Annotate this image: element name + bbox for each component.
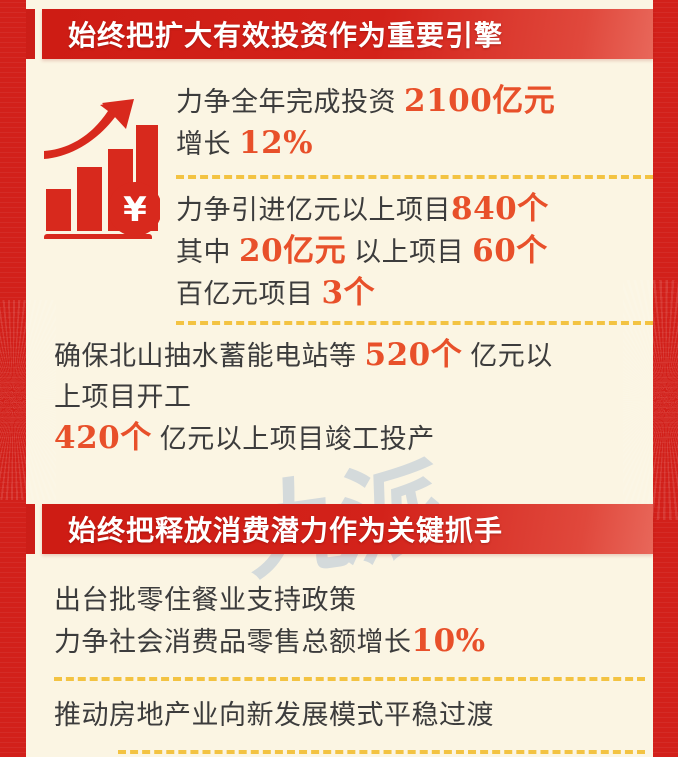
line: 增长 12% [176,123,653,165]
line-part: 亿元以 [462,341,553,371]
svg-text:¥: ¥ [123,190,147,230]
line-part: 百亿元项目 [176,279,322,309]
text-block-projects: 力争引进亿元以上项目840个 其中 20亿元 以上项目 60个 百亿元项目 3个 [176,189,653,315]
line: 百亿元项目 3个 [176,273,653,315]
banner-title: 始终把释放消费潜力作为关键抓手 [68,514,504,547]
text-block-real-estate: 推动房地产业向新发展模式平稳过渡 [26,695,653,736]
left-red-border [0,0,56,757]
banner-accent-tick [26,504,35,554]
line-part: 上项目开工 [54,382,192,412]
line-part: 力争社会消费品零售总额增长 [54,627,412,657]
line-part: 出台批零住餐业支持政策 [54,585,357,615]
content-column: 始终把扩大有效投资作为重要引擎 ¥ [26,0,653,757]
highlight-value: 12% [239,125,314,161]
highlight-value: 840个 [451,191,549,227]
highlight-value: 420个 [54,420,152,456]
line-part: 其中 [176,237,240,267]
banner-accent-tick [26,9,35,59]
text-block-construction: 确保北山抽水蓄能电站等 520个 亿元以 上项目开工 420个 亿元以上项目竣工… [26,335,653,460]
line-part: 亿元以上项目竣工投产 [151,424,435,454]
line-part: 增长 [176,129,240,159]
line: 其中 20亿元 以上项目 60个 [176,231,653,273]
line: 上项目开工 [54,377,653,418]
line-part: 以上项目 [346,237,473,267]
line-part: 确保北山抽水蓄能电站等 [54,341,365,371]
line: 确保北山抽水蓄能电站等 520个 亿元以 [54,335,653,377]
section-banner-investment: 始终把扩大有效投资作为重要引擎 [26,9,653,59]
line: 推动房地产业向新发展模式平稳过渡 [54,695,653,736]
banner-title: 始终把扩大有效投资作为重要引擎 [68,19,504,52]
highlight-value: 2100亿元 [404,83,556,119]
investment-text-column: 力争全年完成投资 2100亿元 增长 12% 力争引进亿元以上项目840个 其中… [176,59,653,315]
line-part: 推动房地产业向新发展模式平稳过渡 [54,700,494,730]
highlight-value: 520个 [364,337,463,373]
text-block-consumption-policy: 出台批零住餐业支持政策 力争社会消费品零售总额增长10% [26,580,653,663]
line: 力争引进亿元以上项目840个 [176,189,653,231]
highlight-value: 3个 [321,275,376,311]
banner-bar: 始终把扩大有效投资作为重要引擎 [42,9,653,59]
section-banner-consumption: 始终把释放消费潜力作为关键抓手 [26,504,653,554]
highlight-value: 10% [411,623,486,659]
divider-4 [118,750,645,754]
divider-3 [54,677,645,681]
growth-bar-chart-yuan-icon: ¥ [44,99,160,239]
divider-2 [176,321,653,325]
icon-column: ¥ [26,59,176,239]
line: 420个 亿元以上项目竣工投产 [54,418,653,460]
highlight-value: 20亿元 [239,233,347,269]
highlight-value: 60个 [472,233,548,269]
line-part: 力争引进亿元以上项目 [176,195,451,225]
line: 力争社会消费品零售总额增长10% [54,621,653,663]
text-block-investment-target: 力争全年完成投资 2100亿元 增长 12% [176,81,653,165]
line: 出台批零住餐业支持政策 [54,580,653,621]
banner-bar: 始终把释放消费潜力作为关键抓手 [42,504,653,554]
line: 力争全年完成投资 2100亿元 [176,81,653,123]
right-red-border [623,0,678,757]
investment-body: ¥ 力争全年完成投资 2100亿元 增长 12% 力争引进亿元以上项目840个 … [26,59,653,315]
divider-1 [176,175,653,179]
line-part: 力争全年完成投资 [176,87,405,117]
